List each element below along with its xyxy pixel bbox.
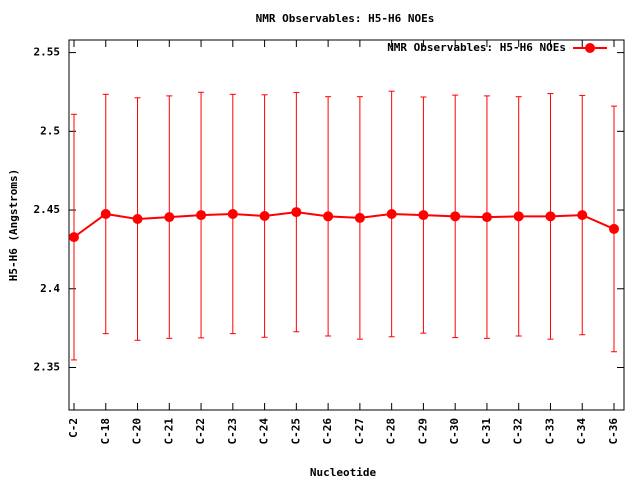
x-tick-label: C-36 <box>607 418 620 445</box>
x-tick-label: C-28 <box>385 418 398 445</box>
data-point <box>481 212 492 223</box>
legend-marker <box>585 43 595 53</box>
y-axis-label: H5-H6 (Angstroms) <box>7 169 20 282</box>
x-tick-label: C-33 <box>543 418 556 445</box>
x-tick-label: C-21 <box>162 418 175 445</box>
plot-frame <box>68 39 625 411</box>
chart-title: NMR Observables: H5-H6 NOEs <box>256 12 435 25</box>
x-tick-label: C-25 <box>289 418 302 445</box>
data-point <box>69 232 79 243</box>
data-point <box>132 214 143 225</box>
y-tick-label: 2.4 <box>40 282 60 295</box>
data-point <box>450 211 461 222</box>
data-point <box>577 210 588 221</box>
x-tick-label: C-22 <box>194 418 207 445</box>
data-point <box>386 208 397 219</box>
series-line <box>73 211 615 238</box>
data-point <box>354 212 365 223</box>
y-tick-label: 2.55 <box>34 46 61 59</box>
x-axis-label: Nucleotide <box>310 466 377 479</box>
x-tick-label: C-2 <box>67 418 80 438</box>
x-tick-label: C-34 <box>575 418 588 445</box>
legend-label: NMR Observables: H5-H6 NOEs <box>387 41 566 54</box>
data-point <box>609 223 619 234</box>
data-point <box>164 212 175 223</box>
data-point <box>291 207 302 218</box>
x-tick-label: C-23 <box>226 418 239 445</box>
x-tick-label: C-29 <box>416 418 429 445</box>
data-point <box>196 210 207 221</box>
data-point <box>418 210 429 221</box>
data-point <box>227 208 238 219</box>
y-tick-label: 2.45 <box>34 203 61 216</box>
data-point <box>513 211 524 222</box>
data-point <box>323 211 334 222</box>
data-point <box>545 211 556 222</box>
x-tick-label: C-26 <box>321 418 334 445</box>
x-tick-label: C-18 <box>99 418 112 445</box>
y-tick-label: 2.5 <box>40 124 60 137</box>
x-tick-label: C-24 <box>258 418 271 445</box>
data-point <box>100 208 111 219</box>
x-tick-label: C-27 <box>353 418 366 445</box>
x-tick-label: C-31 <box>480 418 493 445</box>
data-point <box>259 211 270 222</box>
x-tick-label: C-30 <box>448 418 461 445</box>
x-tick-label: C-32 <box>512 418 525 445</box>
x-tick-label: C-20 <box>131 418 144 445</box>
y-tick-label: 2.35 <box>34 360 61 373</box>
